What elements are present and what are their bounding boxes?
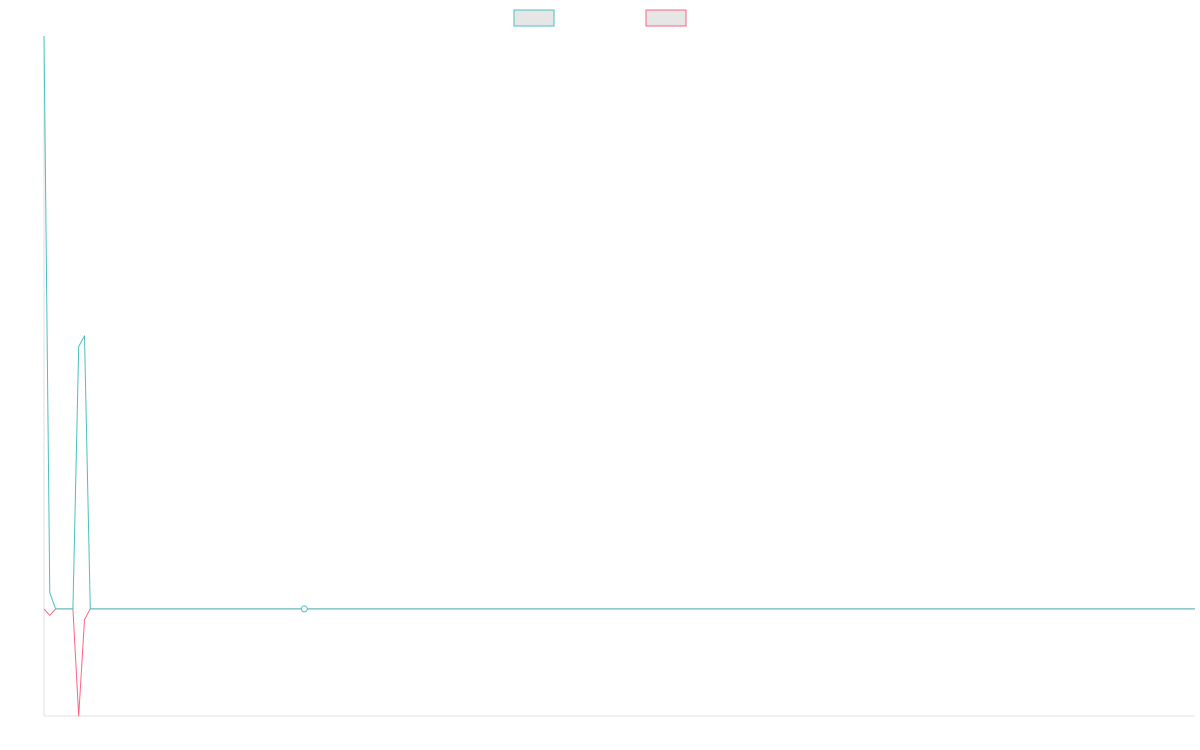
series-line-1 (43, 35, 1195, 610)
legend (513, 9, 687, 27)
legend-swatch-2 (645, 9, 687, 27)
marker-layer (300, 605, 308, 613)
axes (43, 36, 1195, 717)
series-layer (43, 35, 1195, 717)
data-point-marker-1 (300, 605, 308, 613)
legend-swatch-1 (513, 9, 555, 27)
series-line-2 (43, 608, 1195, 717)
